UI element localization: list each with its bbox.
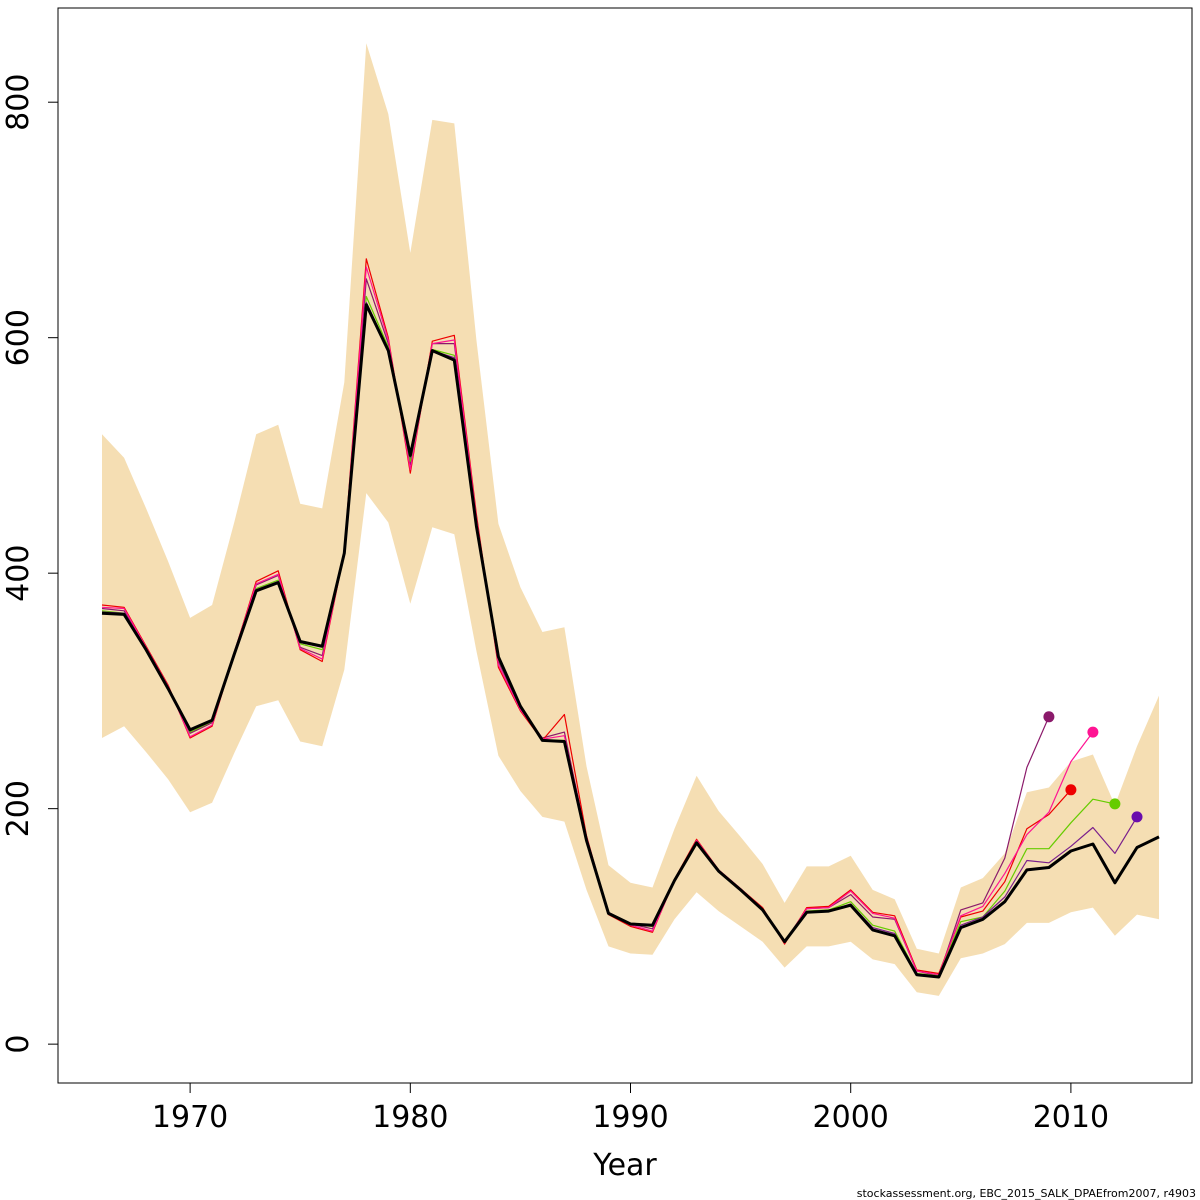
footnote: stockassessment.org, EBC_2015_SALK_DPAEf… bbox=[857, 1187, 1196, 1200]
x-tick-label: 2010 bbox=[1033, 1100, 1109, 1135]
endpoint-layer bbox=[1043, 711, 1143, 823]
y-tick-label: 400 bbox=[1, 545, 36, 602]
y-tick-label: 800 bbox=[1, 74, 36, 131]
x-tick-label: 2000 bbox=[813, 1100, 889, 1135]
x-tick-label: 1970 bbox=[152, 1100, 228, 1135]
y-axis: 0 200 400 600 800 bbox=[1, 74, 58, 1054]
confidence-band-layer bbox=[102, 43, 1159, 996]
series-layer bbox=[101, 258, 1160, 979]
endpoint-retro-2011 bbox=[1087, 726, 1099, 738]
y-tick-label: 200 bbox=[1, 780, 36, 837]
x-axis-title: Year bbox=[592, 1148, 657, 1183]
confidence-band bbox=[102, 43, 1159, 996]
endpoint-retro-2009 bbox=[1043, 711, 1055, 723]
endpoint-retro-2013 bbox=[1131, 811, 1143, 823]
x-axis: 1970 1980 1990 2000 2010 bbox=[152, 1083, 1109, 1135]
x-tick-label: 1980 bbox=[372, 1100, 448, 1135]
x-tick-label: 1990 bbox=[592, 1100, 668, 1135]
series-line-2014-assessment bbox=[101, 303, 1160, 979]
endpoint-retro-2012 bbox=[1109, 798, 1121, 810]
y-tick-label: 600 bbox=[1, 309, 36, 366]
y-tick-label: 0 bbox=[1, 1035, 36, 1054]
endpoint-retro-2010 bbox=[1065, 784, 1077, 796]
plot-frame bbox=[57, 7, 1193, 1084]
